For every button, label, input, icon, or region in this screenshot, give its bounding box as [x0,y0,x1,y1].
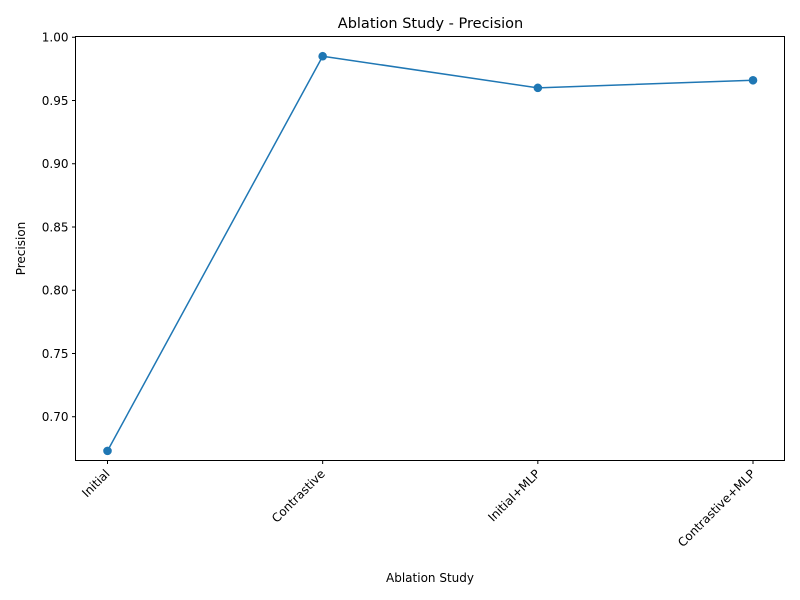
chart-title: Ablation Study - Precision [338,16,523,32]
data-point-initial [103,446,112,456]
plot-frame [75,36,785,461]
y-tick-label: 0.80 [42,284,69,298]
x-tick-label: Initial [79,467,112,500]
series-layer [103,51,758,456]
x-tick-label: Initial+MLP [485,467,543,525]
x-axis: Initial Contrastive Initial+MLP Contrastive… [79,460,758,550]
y-tick-label: 0.85 [42,220,69,234]
y-tick-label: 0.95 [42,94,69,108]
y-tick-label: 1.00 [42,31,69,45]
y-tick-label: 0.90 [42,157,69,171]
y-axis-label: Precision [14,222,28,276]
x-tick-label: Contrastive [269,467,328,526]
data-point-contrastive [318,51,327,61]
y-tick-label: 0.70 [42,410,69,424]
series-line [106,55,754,452]
x-axis-label: Ablation Study [386,571,474,585]
data-point-contrastive-mlp [748,75,758,85]
y-tick-label: 0.75 [42,347,69,361]
data-point-initial-mlp [533,83,543,93]
y-axis: 0.70 0.75 0.80 0.85 0.90 0.95 1.00 [42,31,76,424]
x-tick-label: Contrastive+MLP [675,467,758,550]
